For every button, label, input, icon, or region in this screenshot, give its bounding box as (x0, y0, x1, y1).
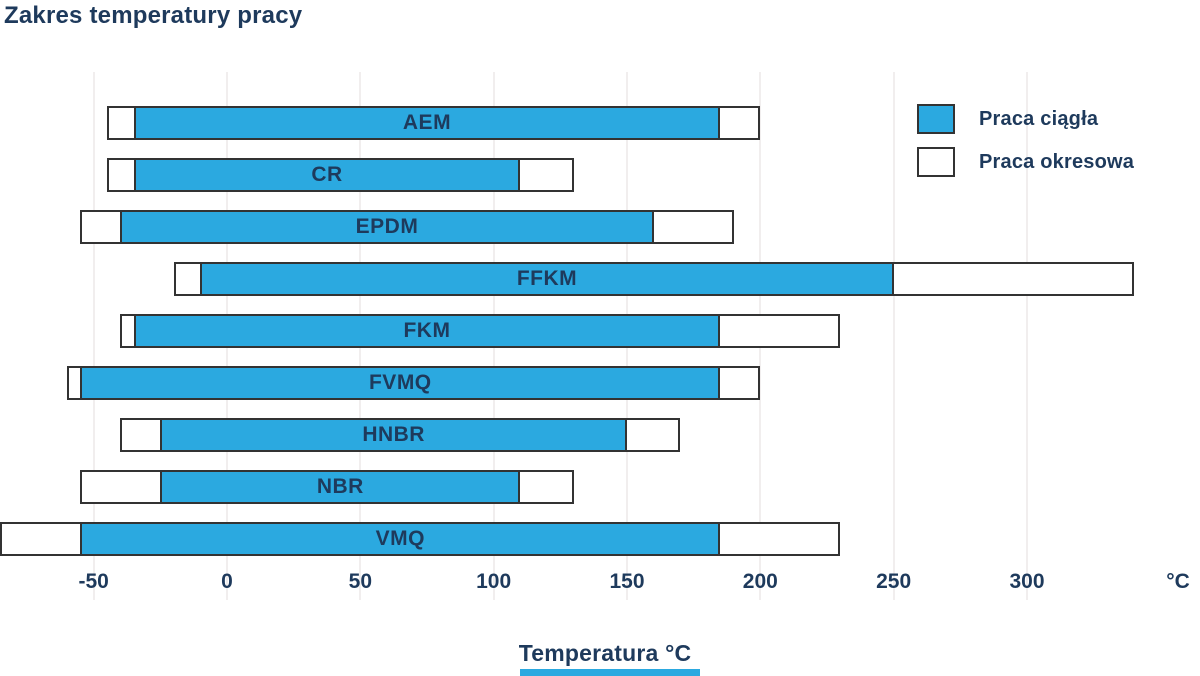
bar-label-ffkm: FFKM (516, 267, 578, 290)
legend-item-intermittent: Praca okresowa (917, 147, 1134, 177)
bar-continuous-cr: CR (133, 158, 521, 192)
gridline (892, 72, 895, 600)
legend-swatch-continuous (917, 104, 955, 134)
bar-continuous-vmq: VMQ (80, 522, 721, 556)
bar-continuous-nbr: NBR (160, 470, 521, 504)
chart-title: Zakres temperatury pracy (4, 2, 303, 29)
bar-label-aem: AEM (402, 111, 452, 134)
bar-continuous-epdm: EPDM (120, 210, 654, 244)
bar-label-epdm: EPDM (355, 215, 419, 238)
footer-accent-bar (520, 669, 700, 676)
x-axis-tick: 200 (742, 570, 778, 593)
x-axis-tick: 100 (476, 570, 512, 593)
bar-continuous-fkm: FKM (133, 314, 721, 348)
x-axis-tick: 250 (876, 570, 912, 593)
bar-continuous-fvmq: FVMQ (80, 366, 721, 400)
legend-item-continuous: Praca ciągła (917, 104, 1134, 134)
x-axis-tick: -50 (78, 570, 109, 593)
legend-label-intermittent: Praca okresowa (979, 150, 1135, 173)
bar-label-fkm: FKM (403, 319, 451, 342)
x-axis-tick: 50 (348, 570, 373, 593)
bar-continuous-hnbr: HNBR (160, 418, 627, 452)
x-axis-tick: 150 (609, 570, 645, 593)
bar-label-fvmq: FVMQ (368, 371, 432, 394)
legend-label-continuous: Praca ciągła (979, 107, 1099, 130)
legend-swatch-intermittent (917, 147, 955, 177)
gridline (92, 72, 95, 600)
legend: Praca ciągła Praca okresowa (917, 104, 1134, 190)
bar-label-vmq: VMQ (375, 527, 425, 550)
bar-continuous-ffkm: FFKM (200, 262, 894, 296)
bar-label-cr: CR (311, 163, 343, 186)
x-axis-unit-label: °C (1166, 570, 1190, 593)
bar-continuous-aem: AEM (133, 106, 721, 140)
bar-label-nbr: NBR (316, 475, 364, 498)
x-axis-title: Temperatura °C (518, 640, 692, 666)
x-axis-tick: 300 (1009, 570, 1045, 593)
gridline (1026, 72, 1028, 600)
x-axis-tick: 0 (221, 570, 233, 593)
bar-label-hnbr: HNBR (362, 423, 425, 446)
